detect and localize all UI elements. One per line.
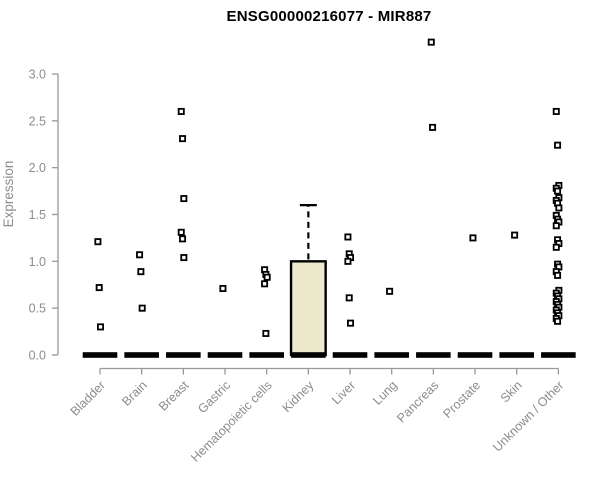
outlier-point-gastric [219, 284, 227, 292]
chart-title: ENSG00000216077 - MIR887 [226, 8, 432, 25]
x-tick-label-skin: Skin [498, 378, 525, 405]
outlier-point-liver [345, 294, 353, 302]
x-tick-label-prostate: Prostate [440, 378, 483, 421]
outlier-point-brain [136, 251, 144, 259]
outlier-point-pancreas [429, 123, 437, 131]
outlier-point-breast [179, 135, 187, 143]
outlier-point-skin [511, 231, 519, 239]
outlier-point-unknown-other [555, 204, 563, 212]
outlier-point-unknown-other [552, 222, 560, 230]
outlier-point-unknown-other [552, 243, 560, 251]
x-tick-label-breast: Breast [156, 378, 192, 414]
x-tick-label-bladder: Bladder [68, 378, 108, 418]
outlier-point-brain [137, 268, 145, 276]
x-tick-label-unknown-other: Unknown / Other [490, 378, 566, 454]
median-bar-prostate [457, 352, 493, 358]
outlier-point-prostate [469, 234, 477, 242]
median-bar-bladder [82, 352, 118, 358]
y-axis-label: Expression [1, 161, 16, 228]
outlier-point-liver [344, 257, 352, 265]
outlier-point-hematopoietic-cells [262, 329, 270, 337]
median-bar-lung [374, 352, 409, 358]
outlier-point-breast [177, 107, 185, 115]
outlier-point-breast [180, 195, 188, 203]
y-tick-label-1.5: 1.5 [29, 208, 46, 222]
outlier-point-unknown-other [554, 271, 562, 279]
box-kidney [289, 260, 327, 357]
x-tick-label-lung: Lung [370, 378, 400, 408]
outlier-point-unknown-other [554, 187, 562, 195]
outlier-point-bladder [94, 238, 102, 246]
y-tick-label-0.0: 0.0 [29, 349, 46, 363]
x-tick-label-gastric: Gastric [195, 378, 233, 416]
y-tick-label-3.0: 3.0 [29, 67, 46, 81]
outlier-point-bladder [97, 323, 105, 331]
x-tick-label-liver: Liver [329, 378, 358, 407]
y-tick-label-2.0: 2.0 [29, 161, 46, 175]
outlier-point-lung [386, 287, 394, 295]
x-tick-label-hematopoietic-cells: Hematopoietic cells [188, 378, 275, 465]
x-tick-label-brain: Brain [119, 378, 150, 409]
median-bar-skin [499, 352, 534, 358]
median-bar-liver [332, 352, 368, 358]
outlier-point-hematopoietic-cells [263, 273, 271, 281]
outlier-point-breast [180, 254, 188, 262]
median-bar-brain [124, 352, 159, 358]
outlier-point-brain [138, 304, 146, 312]
median-bar-hematopoietic-cells [249, 352, 284, 358]
outlier-point-liver [347, 319, 355, 327]
median-bar-breast [166, 352, 201, 358]
median-bar-gastric [207, 352, 243, 358]
outlier-point-unknown-other [552, 107, 560, 115]
outlier-point-hematopoietic-cells [261, 280, 269, 288]
median-bar-unknown-other [541, 352, 576, 358]
outlier-point-unknown-other [554, 317, 562, 325]
y-tick-label-0.5: 0.5 [29, 302, 46, 316]
median-bar-pancreas [416, 352, 451, 358]
y-tick-label-1.0: 1.0 [29, 255, 46, 269]
x-tick-label-kidney: Kidney [280, 378, 317, 415]
x-tick-label-pancreas: Pancreas [394, 378, 441, 425]
median-bar-kidney [291, 352, 326, 358]
outlier-point-liver [344, 233, 352, 241]
outlier-point-pancreas [427, 38, 435, 46]
outlier-point-breast [179, 235, 187, 243]
y-tick-label-2.5: 2.5 [29, 114, 46, 128]
outlier-point-bladder [95, 284, 103, 292]
outlier-point-unknown-other [554, 141, 562, 149]
outlier-point-breast [177, 228, 185, 236]
